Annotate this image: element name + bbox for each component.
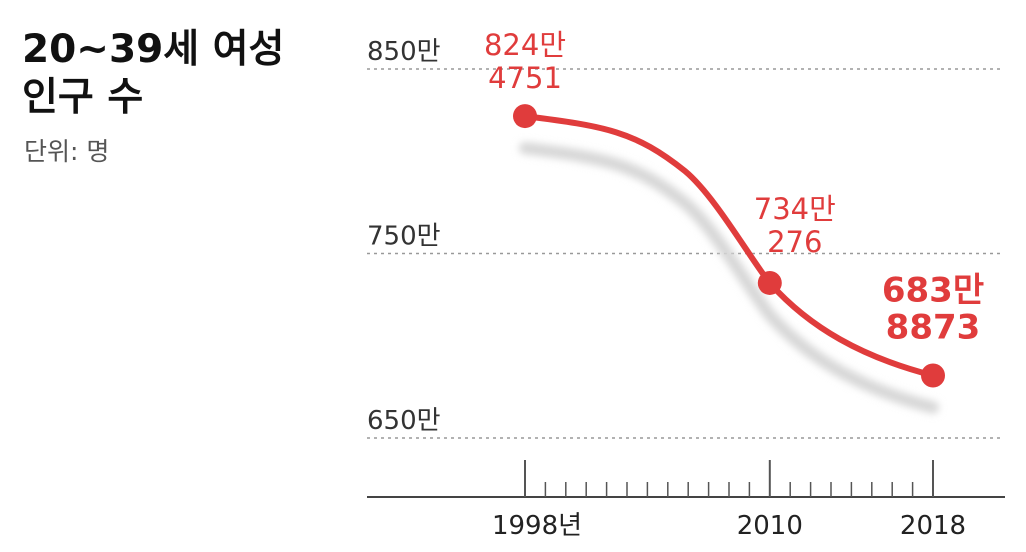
- x-tick-label: 2010: [737, 511, 803, 541]
- data-label: 683만: [882, 270, 984, 310]
- data-label: 276: [767, 225, 822, 259]
- data-label: 4751: [488, 61, 562, 95]
- y-axis-ticks: 650만 750만 850만: [367, 37, 441, 436]
- data-label: 734만: [754, 192, 836, 226]
- series-line: [522, 113, 936, 379]
- gridlines: [367, 68, 1003, 439]
- data-point: [921, 363, 945, 388]
- series-line-shadow: [519, 142, 939, 414]
- data-point: [513, 104, 537, 129]
- x-axis: 1998년 2010 2018: [367, 460, 1005, 541]
- y-tick-label: 850만: [367, 37, 441, 67]
- chart-title: 20~39세 여성 인구 수: [22, 26, 284, 122]
- unit-label: 단위: 명: [24, 137, 110, 166]
- y-tick-label: 750만: [367, 222, 441, 252]
- x-tick-label: 1998년: [492, 511, 582, 541]
- y-tick-label: 650만: [367, 406, 441, 436]
- chart-title-line-2: 인구 수: [22, 75, 144, 120]
- data-points: [513, 104, 945, 388]
- x-tick-label: 2018: [900, 511, 966, 541]
- chart-title-line-1: 20~39세 여성: [22, 27, 285, 72]
- data-label: 8873: [886, 307, 981, 347]
- data-label: 824만: [484, 28, 566, 62]
- data-point: [757, 270, 782, 295]
